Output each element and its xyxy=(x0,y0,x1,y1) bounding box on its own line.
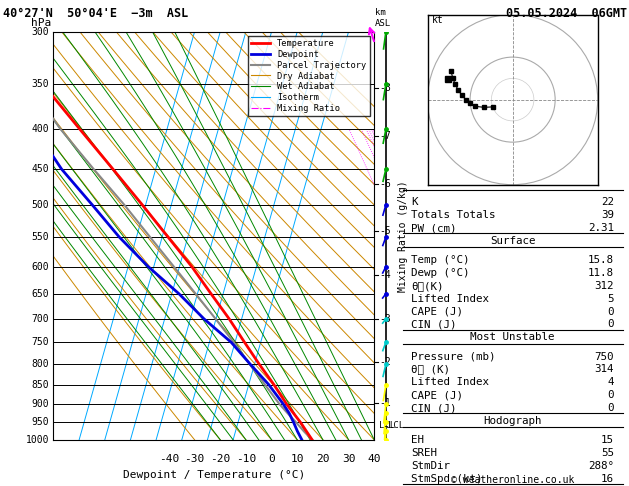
Text: kt: kt xyxy=(432,15,443,25)
Text: Pressure (mb): Pressure (mb) xyxy=(411,351,496,362)
Text: hPa: hPa xyxy=(31,17,51,28)
Text: 11.8: 11.8 xyxy=(588,268,614,278)
Text: Lifted Index: Lifted Index xyxy=(411,377,489,387)
Text: 450: 450 xyxy=(31,164,49,174)
Text: 650: 650 xyxy=(31,289,49,299)
Text: 2.31: 2.31 xyxy=(588,223,614,233)
Text: CAPE (J): CAPE (J) xyxy=(411,307,464,317)
Text: 30: 30 xyxy=(342,454,355,464)
Text: -4: -4 xyxy=(379,270,391,280)
Text: Lifted Index: Lifted Index xyxy=(411,294,489,304)
Text: -8: -8 xyxy=(379,83,391,93)
Text: -6: -6 xyxy=(379,179,391,189)
Text: Temp (°C): Temp (°C) xyxy=(411,255,470,265)
Text: 10: 10 xyxy=(291,454,304,464)
Text: 350: 350 xyxy=(31,79,49,89)
Text: 40: 40 xyxy=(367,454,381,464)
Text: StmDir: StmDir xyxy=(411,461,450,471)
Text: -5: -5 xyxy=(379,226,391,236)
Text: 0: 0 xyxy=(608,390,614,400)
Text: EH: EH xyxy=(411,435,425,445)
Text: 600: 600 xyxy=(31,261,49,272)
Text: 15.8: 15.8 xyxy=(588,255,614,265)
Text: Hodograph: Hodograph xyxy=(483,416,542,426)
Text: 288°: 288° xyxy=(588,461,614,471)
Text: 0: 0 xyxy=(608,403,614,413)
Text: 5: 5 xyxy=(608,294,614,304)
Text: K: K xyxy=(411,197,418,208)
Text: -3: -3 xyxy=(379,314,391,324)
Text: 850: 850 xyxy=(31,380,49,390)
Text: 39: 39 xyxy=(601,210,614,220)
Text: 314: 314 xyxy=(594,364,614,375)
Text: 20: 20 xyxy=(316,454,330,464)
Text: 05.05.2024  06GMT  (Base: 18): 05.05.2024 06GMT (Base: 18) xyxy=(506,7,629,20)
Text: km
ASL: km ASL xyxy=(375,8,391,28)
Text: 0: 0 xyxy=(268,454,275,464)
Text: -30: -30 xyxy=(184,454,204,464)
Text: Dewp (°C): Dewp (°C) xyxy=(411,268,470,278)
Text: Totals Totals: Totals Totals xyxy=(411,210,496,220)
Text: 800: 800 xyxy=(31,359,49,369)
Text: LCL: LCL xyxy=(379,421,395,431)
Text: 22: 22 xyxy=(601,197,614,208)
Text: StmSpd (kt): StmSpd (kt) xyxy=(411,474,483,484)
Text: 750: 750 xyxy=(594,351,614,362)
Text: θᴀ(K): θᴀ(K) xyxy=(411,281,444,291)
Text: 4: 4 xyxy=(608,377,614,387)
Text: 16: 16 xyxy=(601,474,614,484)
Text: Most Unstable: Most Unstable xyxy=(470,332,555,342)
Text: 950: 950 xyxy=(31,417,49,428)
Text: 0: 0 xyxy=(608,319,614,330)
Text: -2: -2 xyxy=(379,357,391,367)
Text: © weatheronline.co.uk: © weatheronline.co.uk xyxy=(451,475,574,485)
Text: SREH: SREH xyxy=(411,448,437,458)
Text: Mixing Ratio (g/kg): Mixing Ratio (g/kg) xyxy=(398,180,408,292)
Text: LCL: LCL xyxy=(387,421,404,431)
Text: 15: 15 xyxy=(601,435,614,445)
Text: 700: 700 xyxy=(31,314,49,324)
Text: -1: -1 xyxy=(379,399,391,408)
Text: θᴀ (K): θᴀ (K) xyxy=(411,364,450,375)
Text: PW (cm): PW (cm) xyxy=(411,223,457,233)
Text: 900: 900 xyxy=(31,399,49,409)
Text: 400: 400 xyxy=(31,124,49,134)
Text: Dewpoint / Temperature (°C): Dewpoint / Temperature (°C) xyxy=(123,470,305,481)
Text: 750: 750 xyxy=(31,337,49,347)
Text: 55: 55 xyxy=(601,448,614,458)
Text: 0: 0 xyxy=(608,307,614,317)
Text: 300: 300 xyxy=(31,27,49,36)
Text: 550: 550 xyxy=(31,232,49,242)
Text: 500: 500 xyxy=(31,200,49,210)
Text: -10: -10 xyxy=(236,454,256,464)
Text: CAPE (J): CAPE (J) xyxy=(411,390,464,400)
Text: -20: -20 xyxy=(210,454,230,464)
Legend: Temperature, Dewpoint, Parcel Trajectory, Dry Adiabat, Wet Adiabat, Isotherm, Mi: Temperature, Dewpoint, Parcel Trajectory… xyxy=(248,36,370,116)
Text: -40: -40 xyxy=(159,454,179,464)
Text: CIN (J): CIN (J) xyxy=(411,403,457,413)
Text: 40°27'N  50°04'E  −3m  ASL: 40°27'N 50°04'E −3m ASL xyxy=(3,7,189,20)
Text: 312: 312 xyxy=(594,281,614,291)
Text: CIN (J): CIN (J) xyxy=(411,319,457,330)
Text: 1000: 1000 xyxy=(26,435,49,445)
Text: Surface: Surface xyxy=(490,236,535,246)
Text: -7: -7 xyxy=(379,131,391,141)
